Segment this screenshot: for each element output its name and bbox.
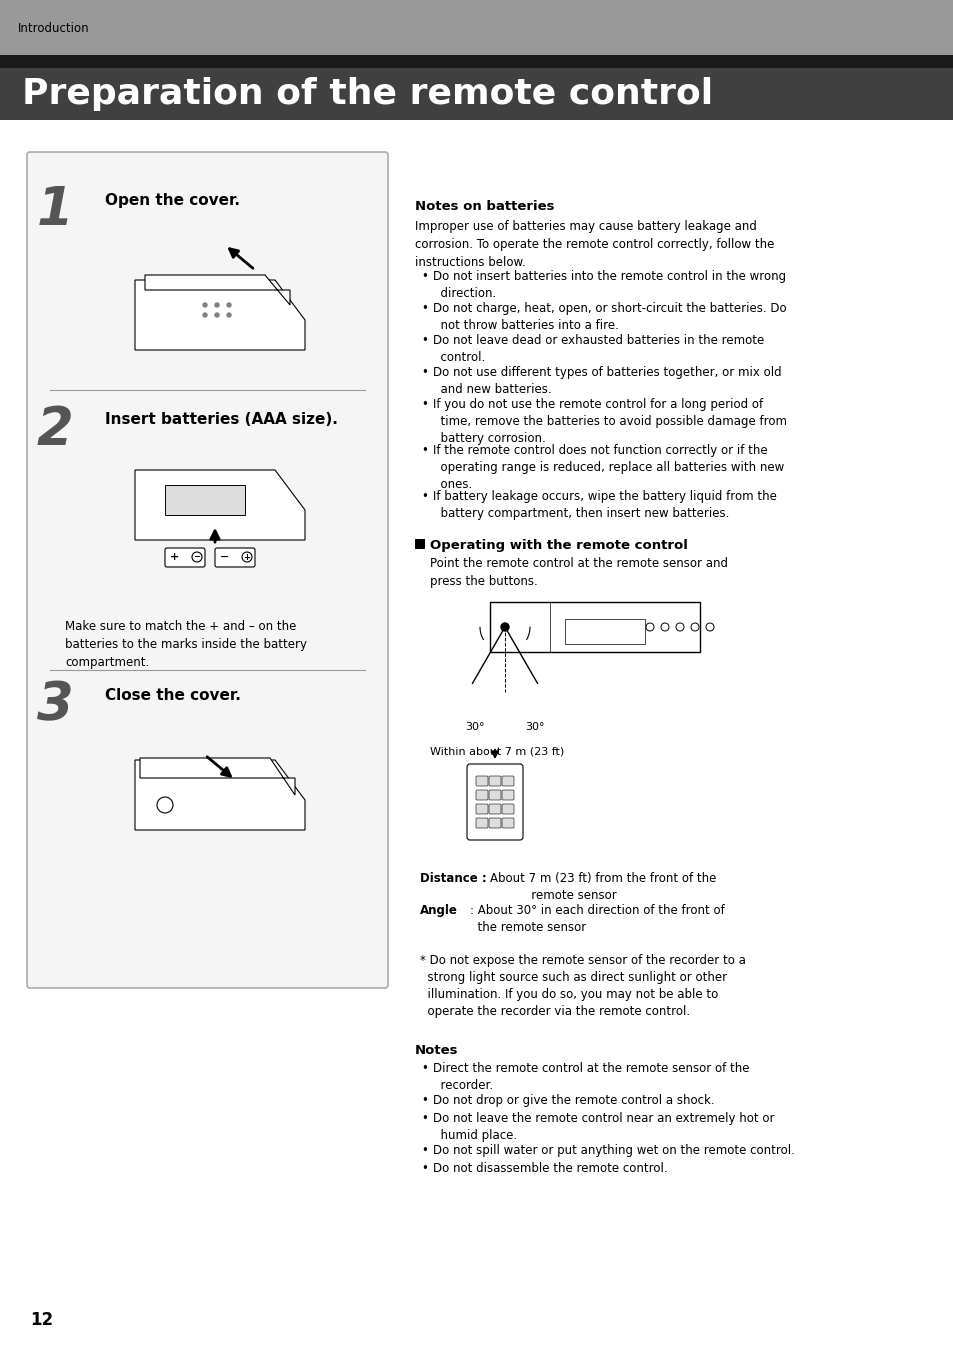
Text: Within about 7 m (23 ft): Within about 7 m (23 ft) [430, 747, 563, 756]
FancyBboxPatch shape [489, 818, 500, 828]
Text: Do not spill water or put anything wet on the remote control.: Do not spill water or put anything wet o… [433, 1144, 794, 1158]
Text: If the remote control does not function correctly or if the
  operating range is: If the remote control does not function … [433, 444, 783, 491]
FancyBboxPatch shape [489, 804, 500, 814]
Circle shape [227, 314, 231, 318]
Text: Introduction: Introduction [18, 22, 90, 35]
Text: Open the cover.: Open the cover. [105, 192, 240, 207]
Text: Close the cover.: Close the cover. [105, 688, 240, 703]
Circle shape [645, 623, 654, 631]
FancyBboxPatch shape [415, 538, 424, 549]
Text: •: • [420, 490, 428, 503]
Text: Notes: Notes [415, 1044, 458, 1057]
Polygon shape [145, 275, 290, 306]
FancyBboxPatch shape [501, 818, 514, 828]
Polygon shape [135, 760, 305, 830]
Text: •: • [420, 1062, 428, 1075]
Text: Do not disassemble the remote control.: Do not disassemble the remote control. [433, 1162, 667, 1175]
Text: Make sure to match the + and – on the
batteries to the marks inside the battery
: Make sure to match the + and – on the ba… [65, 621, 307, 669]
Text: Do not use different types of batteries together, or mix old
  and new batteries: Do not use different types of batteries … [433, 366, 781, 396]
Circle shape [157, 797, 172, 813]
FancyBboxPatch shape [0, 55, 953, 69]
FancyBboxPatch shape [564, 619, 644, 643]
Text: •: • [420, 1112, 428, 1125]
Text: Improper use of batteries may cause battery leakage and
corrosion. To operate th: Improper use of batteries may cause batt… [415, 219, 774, 269]
Circle shape [242, 552, 252, 563]
Text: Do not leave dead or exhausted batteries in the remote
  control.: Do not leave dead or exhausted batteries… [433, 334, 763, 363]
Text: Do not drop or give the remote control a shock.: Do not drop or give the remote control a… [433, 1094, 714, 1106]
Text: Do not leave the remote control near an extremely hot or
  humid place.: Do not leave the remote control near an … [433, 1112, 774, 1141]
Text: •: • [420, 302, 428, 315]
Text: Operating with the remote control: Operating with the remote control [430, 538, 687, 552]
Text: Insert batteries (AAA size).: Insert batteries (AAA size). [105, 412, 337, 428]
Polygon shape [140, 758, 294, 795]
Text: Notes on batteries: Notes on batteries [415, 201, 554, 213]
FancyBboxPatch shape [165, 548, 205, 567]
Text: 30°: 30° [465, 721, 484, 732]
FancyBboxPatch shape [476, 818, 488, 828]
FancyBboxPatch shape [476, 804, 488, 814]
FancyBboxPatch shape [476, 777, 488, 786]
FancyBboxPatch shape [467, 765, 522, 840]
Text: If battery leakage occurs, wipe the battery liquid from the
  battery compartmen: If battery leakage occurs, wipe the batt… [433, 490, 776, 520]
Circle shape [203, 314, 207, 318]
FancyBboxPatch shape [27, 152, 388, 988]
Text: 3: 3 [36, 678, 73, 731]
FancyBboxPatch shape [0, 69, 953, 120]
Polygon shape [135, 470, 305, 540]
Text: +: + [243, 552, 251, 561]
Text: Point the remote control at the remote sensor and
press the buttons.: Point the remote control at the remote s… [430, 557, 727, 588]
Text: •: • [420, 334, 428, 347]
Circle shape [676, 623, 683, 631]
Text: 2: 2 [36, 404, 73, 456]
Text: 12: 12 [30, 1311, 53, 1329]
Circle shape [690, 623, 699, 631]
Circle shape [660, 623, 668, 631]
Text: Preparation of the remote control: Preparation of the remote control [22, 77, 713, 110]
Text: Do not charge, heat, open, or short-circuit the batteries. Do
  not throw batter: Do not charge, heat, open, or short-circ… [433, 302, 786, 332]
Text: •: • [420, 1094, 428, 1106]
Text: 1: 1 [36, 184, 73, 236]
Text: 30°: 30° [525, 721, 544, 732]
Text: About 7 m (23 ft) from the front of the
           remote sensor: About 7 m (23 ft) from the front of the … [490, 872, 716, 902]
Circle shape [705, 623, 713, 631]
Text: •: • [420, 398, 428, 411]
Text: If you do not use the remote control for a long period of
  time, remove the bat: If you do not use the remote control for… [433, 398, 786, 446]
Text: −: − [220, 552, 230, 563]
Text: −: − [193, 552, 200, 561]
FancyBboxPatch shape [490, 602, 700, 651]
Text: Direct the remote control at the remote sensor of the
  recorder.: Direct the remote control at the remote … [433, 1062, 749, 1092]
Text: Angle: Angle [419, 905, 457, 917]
Text: +: + [171, 552, 179, 563]
Text: •: • [420, 444, 428, 458]
Text: •: • [420, 271, 428, 283]
FancyBboxPatch shape [501, 804, 514, 814]
Circle shape [500, 623, 509, 631]
Circle shape [203, 303, 207, 307]
Text: •: • [420, 1144, 428, 1158]
FancyBboxPatch shape [489, 790, 500, 800]
Text: : About 30° in each direction of the front of
  the remote sensor: : About 30° in each direction of the fro… [470, 905, 724, 934]
Text: Do not insert batteries into the remote control in the wrong
  direction.: Do not insert batteries into the remote … [433, 271, 785, 300]
FancyBboxPatch shape [489, 777, 500, 786]
Text: •: • [420, 1162, 428, 1175]
FancyBboxPatch shape [476, 790, 488, 800]
FancyBboxPatch shape [501, 790, 514, 800]
FancyBboxPatch shape [165, 485, 245, 516]
Circle shape [214, 303, 219, 307]
FancyBboxPatch shape [501, 777, 514, 786]
Text: * Do not expose the remote sensor of the recorder to a
  strong light source suc: * Do not expose the remote sensor of the… [419, 954, 745, 1018]
Text: Distance :: Distance : [419, 872, 486, 886]
FancyBboxPatch shape [214, 548, 254, 567]
Text: •: • [420, 366, 428, 380]
FancyBboxPatch shape [0, 0, 953, 55]
Circle shape [192, 552, 202, 563]
Polygon shape [135, 280, 305, 350]
Circle shape [227, 303, 231, 307]
Circle shape [214, 314, 219, 318]
